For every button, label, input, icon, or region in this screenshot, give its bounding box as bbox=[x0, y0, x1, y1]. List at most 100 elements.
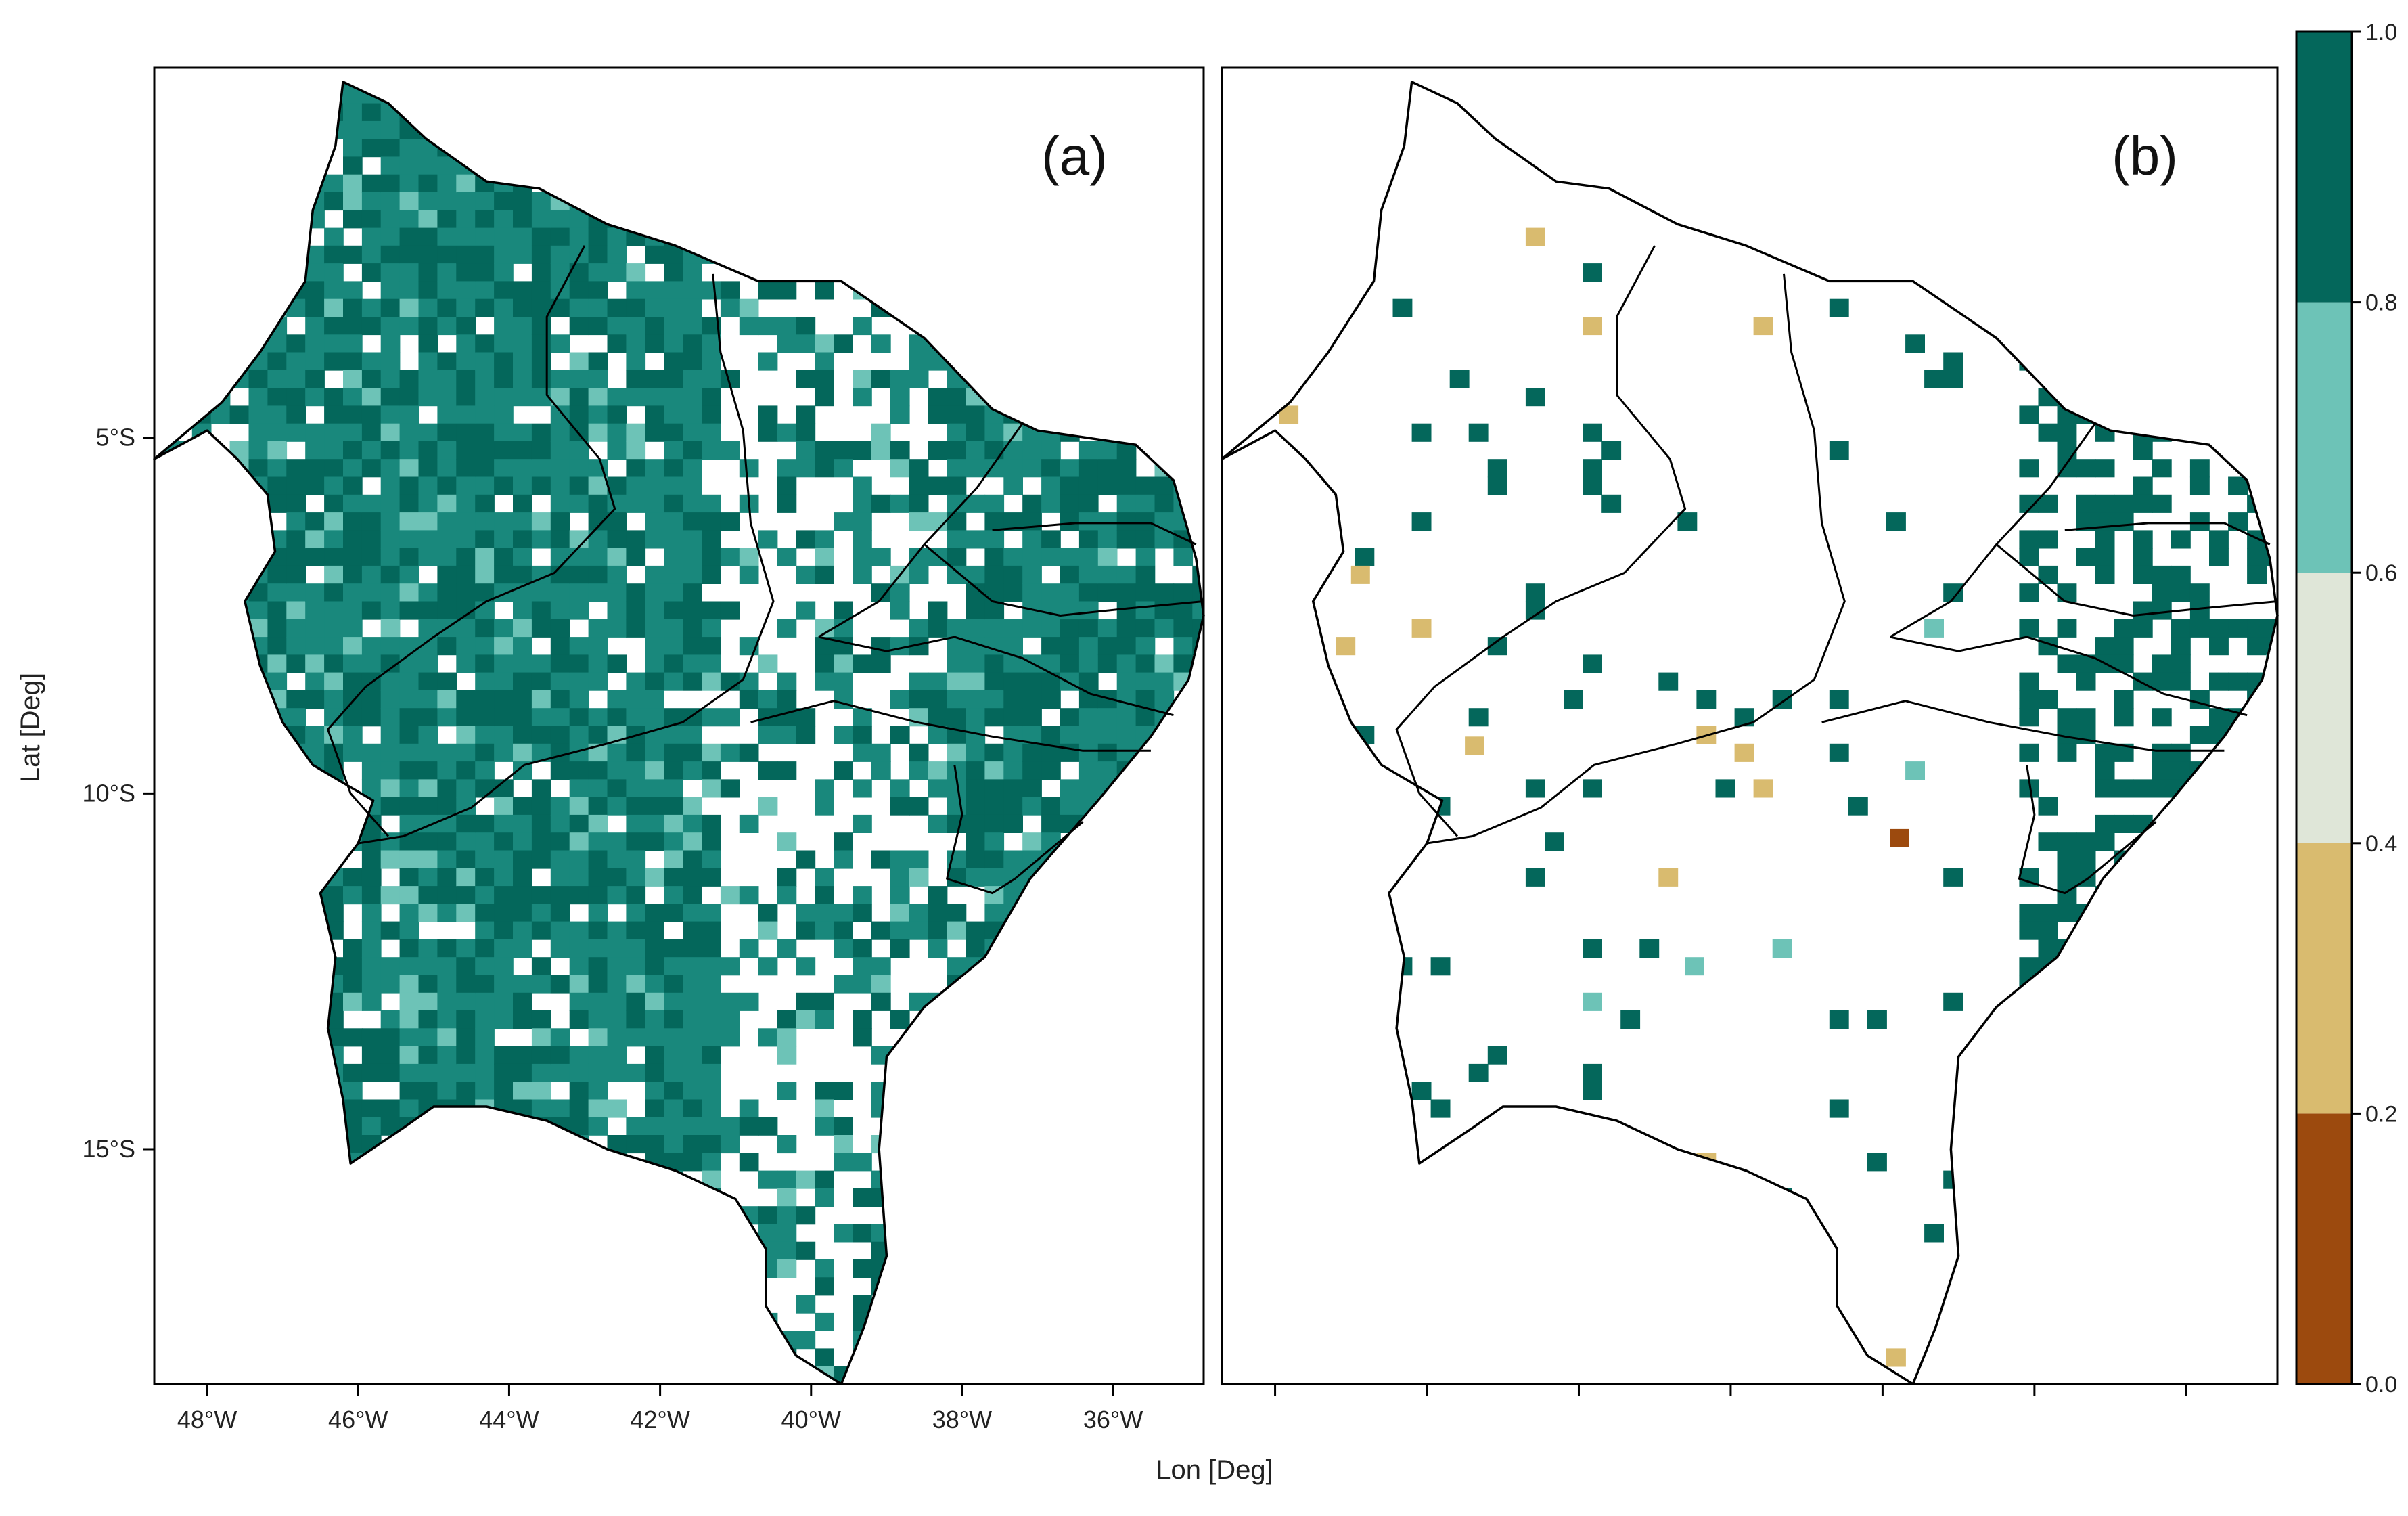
grid-cell bbox=[513, 904, 532, 922]
grid-cell bbox=[1022, 1348, 1042, 1367]
grid-cell bbox=[683, 1028, 702, 1047]
grid-cell bbox=[475, 814, 495, 833]
grid-cell bbox=[1173, 459, 1194, 478]
grid-cell bbox=[683, 1082, 702, 1100]
grid-cell bbox=[1097, 85, 1118, 104]
grid-cell bbox=[645, 1188, 664, 1207]
grid-cell bbox=[1135, 423, 1156, 442]
grid-cell bbox=[456, 1046, 476, 1065]
grid-cell bbox=[664, 388, 683, 407]
grid-cell bbox=[890, 1135, 910, 1154]
grid-cell bbox=[1135, 708, 1156, 727]
grid-cell bbox=[380, 1366, 401, 1384]
grid-cell bbox=[2152, 583, 2172, 602]
grid-cell bbox=[210, 281, 231, 300]
grid-cell bbox=[531, 210, 551, 229]
grid-cell bbox=[380, 210, 401, 229]
grid-cell bbox=[928, 82, 948, 87]
grid-cell bbox=[2019, 743, 2039, 762]
grid-cell bbox=[210, 850, 231, 869]
grid-cell bbox=[305, 82, 325, 87]
grid-cell bbox=[626, 494, 646, 513]
grid-cell bbox=[173, 530, 193, 549]
grid-cell bbox=[683, 868, 702, 887]
grid-cell bbox=[1116, 512, 1137, 531]
grid-cell bbox=[1060, 82, 1080, 87]
grid-cell bbox=[2038, 352, 2058, 371]
grid-cell bbox=[626, 690, 646, 709]
grid-cell bbox=[984, 832, 1005, 851]
grid-cell bbox=[229, 672, 250, 691]
grid-cell bbox=[475, 904, 495, 922]
grid-cell bbox=[984, 672, 1005, 691]
grid-cell bbox=[1116, 814, 1137, 833]
grid-cell bbox=[399, 921, 419, 940]
grid-cell bbox=[1192, 156, 1204, 175]
grid-cell bbox=[475, 405, 495, 424]
grid-cell bbox=[966, 174, 986, 193]
grid-cell bbox=[758, 210, 778, 229]
grid-cell bbox=[1192, 868, 1204, 887]
grid-cell bbox=[1154, 939, 1175, 958]
grid-cell bbox=[966, 654, 986, 673]
grid-cell bbox=[267, 797, 288, 816]
grid-cell bbox=[1192, 317, 1204, 336]
grid-cell bbox=[550, 82, 570, 87]
y-ticks: 5°S10°S15°S bbox=[83, 424, 154, 1163]
grid-cell bbox=[324, 423, 344, 442]
grid-cell bbox=[1060, 1259, 1080, 1278]
grid-cell bbox=[966, 103, 986, 122]
grid-cell bbox=[1135, 317, 1156, 336]
grid-cell bbox=[569, 726, 589, 744]
grid-cell bbox=[229, 1295, 250, 1314]
grid-cell bbox=[494, 1063, 514, 1082]
grid-cell bbox=[154, 192, 174, 211]
grid-cell bbox=[853, 1224, 872, 1243]
grid-cell bbox=[494, 1188, 514, 1207]
grid-cell bbox=[683, 726, 702, 744]
grid-cell bbox=[399, 192, 419, 211]
grid-cell bbox=[2247, 850, 2267, 869]
grid-cell bbox=[437, 583, 457, 602]
grid-cell bbox=[305, 1063, 325, 1082]
grid-cell bbox=[191, 548, 212, 566]
grid-cell bbox=[758, 1348, 778, 1367]
grid-cell bbox=[984, 210, 1005, 229]
grid-cell bbox=[1116, 459, 1137, 478]
grid-cell bbox=[1078, 939, 1099, 958]
grid-cell bbox=[1173, 1188, 1194, 1207]
grid-cell bbox=[1135, 530, 1156, 549]
grid-cell bbox=[210, 565, 231, 584]
y-tick-label: 15°S bbox=[83, 1135, 135, 1163]
grid-cell bbox=[286, 1063, 306, 1082]
grid-cell bbox=[569, 139, 589, 158]
grid-cell bbox=[947, 1028, 967, 1047]
grid-cell bbox=[380, 388, 401, 407]
grid-cell bbox=[324, 298, 344, 317]
grid-cell bbox=[456, 1028, 476, 1047]
grid-cell bbox=[550, 1348, 570, 1367]
grid-cell bbox=[494, 1082, 514, 1100]
grid-cell bbox=[796, 245, 816, 264]
grid-cell bbox=[456, 210, 476, 229]
grid-cell bbox=[645, 904, 664, 922]
grid-cell bbox=[1173, 298, 1194, 317]
grid-cell bbox=[777, 672, 797, 691]
grid-cell bbox=[1116, 210, 1137, 229]
grid-cell bbox=[1135, 120, 1156, 139]
grid-cell bbox=[2266, 886, 2277, 905]
grid-cell bbox=[720, 957, 740, 976]
grid-cell bbox=[720, 82, 740, 87]
grid-cell bbox=[229, 334, 250, 353]
grid-cell bbox=[1173, 156, 1194, 175]
grid-cell bbox=[588, 868, 608, 887]
panel-b-x-ticks bbox=[1274, 1384, 2187, 1396]
grid-cell bbox=[1003, 1348, 1023, 1367]
grid-cell bbox=[191, 904, 212, 922]
grid-cell bbox=[2133, 530, 2153, 549]
grid-cell bbox=[2019, 548, 2039, 566]
grid-cell bbox=[418, 690, 438, 709]
grid-cell bbox=[777, 690, 797, 709]
grid-cell bbox=[361, 850, 382, 869]
grid-cell bbox=[2133, 405, 2153, 424]
